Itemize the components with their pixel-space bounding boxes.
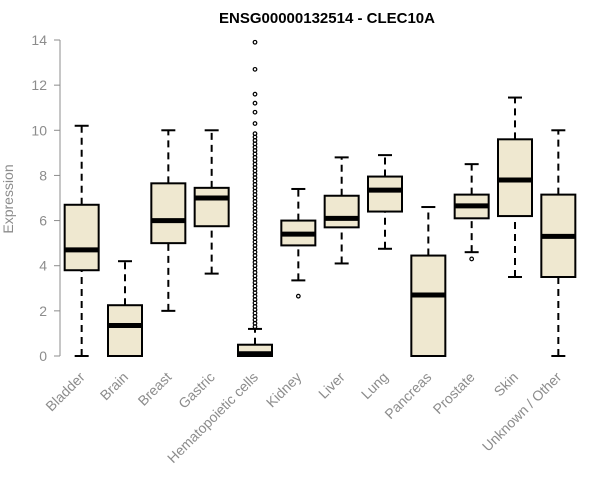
box-group (497, 96, 533, 278)
x-tick-label: Lung (358, 369, 391, 402)
x-tick-label: Skin (491, 369, 522, 400)
box-iqr (367, 175, 403, 213)
box-group (367, 154, 403, 250)
boxes-layer (63, 39, 577, 358)
box-group (453, 163, 490, 262)
y-tick-label: 12 (31, 77, 47, 93)
outlier-point (469, 256, 475, 262)
box-group (107, 260, 143, 358)
x-tick-label: Liver (315, 369, 348, 402)
box-group (280, 187, 317, 299)
y-tick-label: 10 (31, 122, 47, 138)
y-tick-label: 8 (39, 167, 47, 183)
outlier-point (295, 293, 301, 299)
x-tick-label: Brain (97, 369, 131, 403)
box-group (150, 129, 187, 312)
x-tick-label: Gastric (175, 369, 218, 412)
box-group (323, 156, 360, 265)
box-group (193, 129, 230, 275)
box-group (540, 129, 577, 357)
box-group (63, 124, 100, 357)
x-tick-label: Kidney (263, 369, 305, 411)
outlier-point (252, 109, 258, 115)
outlier-point (252, 39, 258, 45)
box-iqr (107, 304, 143, 358)
box-iqr (193, 186, 230, 228)
box-iqr (150, 182, 187, 245)
y-axis: 0 2 4 6 8 10 12 14 (31, 32, 61, 364)
x-tick-label: Pancreas (381, 369, 434, 422)
outlier-point (252, 66, 258, 72)
x-tick-label: Prostate (430, 369, 478, 417)
y-tick-label: 6 (39, 213, 47, 229)
outlier-point (252, 121, 258, 126)
box-group (237, 39, 273, 358)
x-tick-label: Unknown / Other (479, 369, 565, 455)
y-tick-label: 2 (39, 303, 47, 319)
outlier-point (252, 100, 258, 106)
box-iqr (410, 254, 447, 357)
y-axis-label: Expression (0, 164, 16, 233)
box-group (410, 206, 447, 357)
outlier-point (252, 91, 258, 97)
box-iqr (323, 194, 360, 229)
box-iqr (63, 203, 100, 272)
y-tick-label: 4 (39, 258, 47, 274)
x-tick-label: Bladder (42, 369, 88, 415)
outlier-point (252, 131, 258, 137)
chart-title: ENSG00000132514 - CLEC10A (219, 10, 435, 27)
x-tick-label: Breast (135, 369, 175, 409)
y-tick-label: 14 (31, 32, 47, 48)
y-tick-label: 0 (39, 348, 47, 364)
